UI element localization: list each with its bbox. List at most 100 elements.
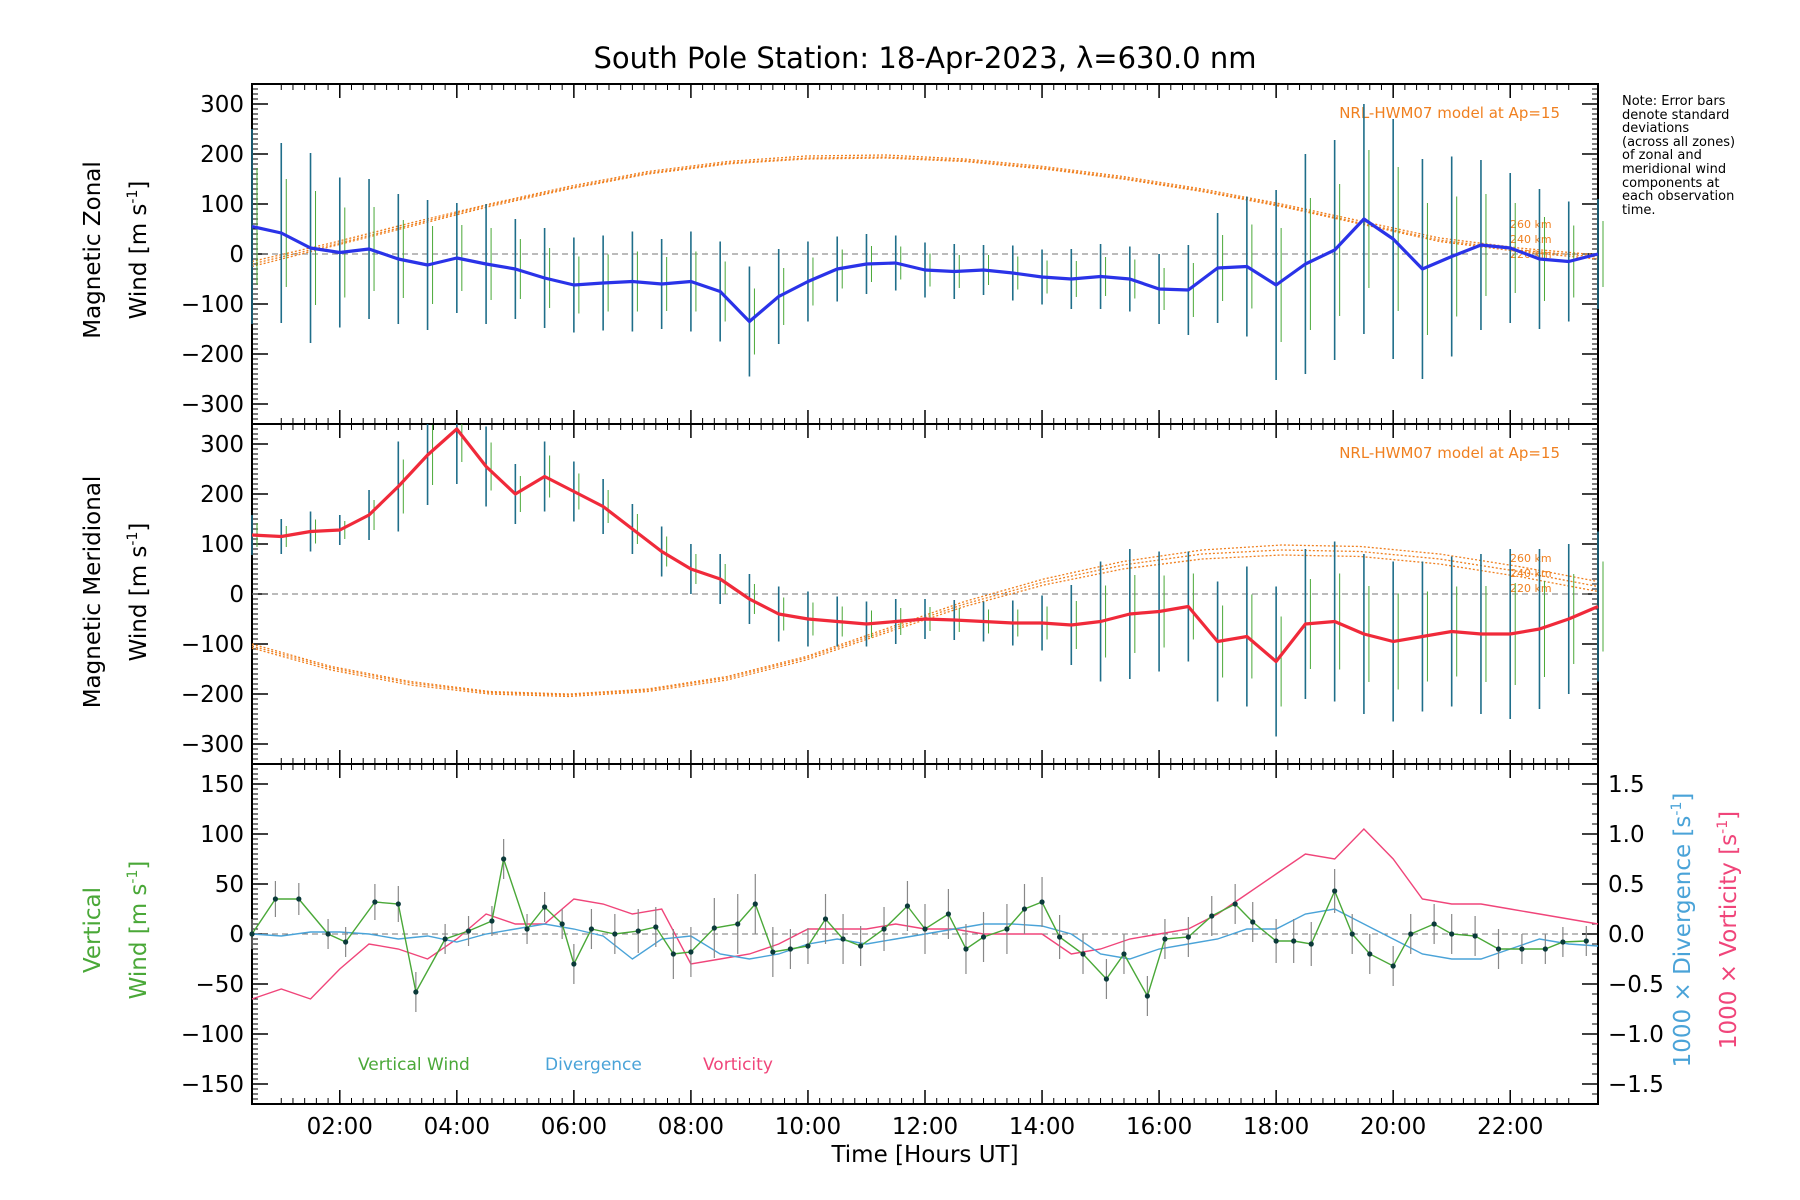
vertical-wind-point xyxy=(588,926,595,932)
vertical-wind-point xyxy=(1542,946,1548,952)
x-tick-labels: 02:00 04:00 06:00 08:00 10:00 12:00 14:00 16:00… xyxy=(307,1114,1544,1140)
meridional-ytick-label: 300 xyxy=(200,432,244,458)
vertical-wind-point xyxy=(1250,919,1256,925)
vertical-wind-point xyxy=(1021,906,1028,912)
note-line: denote standard xyxy=(1622,107,1730,123)
vertical-wind-point xyxy=(1144,993,1150,999)
zonal-ylabel-2: Wind [m s-1] xyxy=(125,181,152,320)
vertical-wind-point xyxy=(489,918,495,924)
right-ytick-label: −0.5 xyxy=(1608,972,1664,998)
vertical-wind-point xyxy=(822,916,829,922)
vertical-wind-point xyxy=(296,896,302,902)
vertical-wind-point xyxy=(1583,938,1589,944)
x-tick-label: 14:00 xyxy=(1009,1114,1075,1140)
divergence-axis-label: 1000 × Divergence [s-1] xyxy=(1669,793,1696,1068)
vertical-ytick-label: −50 xyxy=(195,972,244,998)
vertical-wind-point xyxy=(1495,946,1502,952)
vertical-ylabel-2: Wind [m s-1] xyxy=(125,861,152,1000)
meridional-ytick-label: −100 xyxy=(181,632,244,658)
vertical-wind-point xyxy=(1232,901,1238,907)
meridional-ytick-label: 0 xyxy=(229,582,244,608)
vertical-wind-point xyxy=(1291,938,1297,944)
vertical-wind-point xyxy=(372,899,378,905)
vertical-wind-point xyxy=(343,939,349,945)
panel-zonal: Magnetic Zonal Wind [m s-1] NRL-HWM07 mo… xyxy=(80,83,1604,425)
vertical-wind-point xyxy=(653,924,659,930)
vertical-wind-point xyxy=(1390,963,1396,969)
note-line: components at xyxy=(1622,175,1720,191)
vertical-wind-point xyxy=(945,911,952,917)
vertical-wind-point xyxy=(272,896,279,902)
legend-divergence: Divergence xyxy=(545,1055,642,1075)
vertical-wind-point xyxy=(670,951,676,957)
x-tick-label: 16:00 xyxy=(1126,1114,1192,1140)
zonal-model-height-240: 240 km xyxy=(1510,233,1552,246)
zonal-ytick-label: −100 xyxy=(181,292,244,318)
vertical-wind-point xyxy=(1472,933,1478,939)
x-tick-label: 08:00 xyxy=(658,1114,724,1140)
zonal-ytick-label: 0 xyxy=(229,242,244,268)
vertical-wind-point xyxy=(980,934,987,940)
vertical-wind-point xyxy=(325,931,331,937)
legend-vorticity: Vorticity xyxy=(703,1055,773,1075)
vertical-wind-point xyxy=(1103,976,1110,982)
zonal-ytick-label: 100 xyxy=(200,192,244,218)
vertical-wind-line xyxy=(251,856,1587,998)
x-tick-label: 20:00 xyxy=(1360,1114,1426,1140)
x-tick-label: 12:00 xyxy=(892,1114,958,1140)
vertical-ytick-label: 50 xyxy=(215,872,244,898)
right-ytick-label: 0.5 xyxy=(1608,872,1645,898)
note-line: each observation xyxy=(1622,189,1735,205)
x-tick-label: 10:00 xyxy=(775,1114,841,1140)
vertical-wind-point xyxy=(1273,938,1279,944)
vertical-wind-point xyxy=(770,949,776,955)
vertical-wind-point xyxy=(805,943,811,949)
panel-meridional: Magnetic Meridional Wind [m s-1] NRL-HWM… xyxy=(80,423,1604,765)
vertical-wind-point xyxy=(249,931,255,937)
x-tick-label: 04:00 xyxy=(424,1114,490,1140)
vertical-wind-point xyxy=(1057,934,1063,940)
vertical-wind-point xyxy=(413,989,419,995)
vertical-wind-point xyxy=(635,928,641,934)
x-axis-label: Time [Hours UT] xyxy=(830,1142,1018,1168)
vertical-wind-point xyxy=(1449,931,1455,937)
vertical-wind-point xyxy=(1367,951,1373,957)
meridional-model-label: NRL-HWM07 model at Ap=15 xyxy=(1339,444,1560,462)
meridional-ytick-label: 200 xyxy=(200,482,244,508)
legend-vertical-wind: Vertical Wind xyxy=(358,1055,470,1075)
note-line: deviations xyxy=(1622,121,1690,137)
x-tick-label: 22:00 xyxy=(1477,1114,1543,1140)
x-tick-label: 02:00 xyxy=(307,1114,373,1140)
zonal-model-height-260: 260 km xyxy=(1510,218,1552,231)
note-line: time. xyxy=(1622,202,1656,218)
vertical-wind-point xyxy=(1162,936,1168,942)
vertical-wind-point xyxy=(395,901,401,907)
panel-vertical: Vertical Wind [m s-1] 1000 × Divergence … xyxy=(80,763,1742,1105)
vertical-wind-point xyxy=(688,949,694,955)
vertical-wind-point xyxy=(1308,941,1314,947)
zonal-ytick-label: 300 xyxy=(200,92,244,118)
vertical-wind-point xyxy=(787,946,794,952)
vertical-wind-point xyxy=(1560,939,1566,945)
vertical-wind-point xyxy=(735,921,741,927)
vertical-wind-point xyxy=(571,961,577,967)
vertical-wind-point xyxy=(1431,921,1437,927)
vertical-wind-point xyxy=(542,904,548,910)
vertical-wind-point xyxy=(1185,934,1191,940)
vertical-ytick-label: 150 xyxy=(200,772,244,798)
meridional-model-height-220: 220 km xyxy=(1510,582,1552,595)
x-tick-label: 06:00 xyxy=(541,1114,607,1140)
meridional-wind-line xyxy=(251,427,1599,664)
meridional-ytick-label: −300 xyxy=(181,732,244,758)
zonal-model-curve-240km xyxy=(251,156,1599,265)
vertical-wind-point xyxy=(840,936,846,942)
vertical-wind-point xyxy=(1349,931,1355,937)
zonal-model-curve-220km xyxy=(251,154,1599,263)
right-ytick-label: 1.5 xyxy=(1608,772,1645,798)
vertical-wind-point xyxy=(1039,899,1045,905)
vertical-ytick-label: −100 xyxy=(181,1022,244,1048)
zonal-ytick-label: −200 xyxy=(181,342,244,368)
meridional-model-height-260: 260 km xyxy=(1510,552,1552,565)
vertical-wind-point xyxy=(881,926,887,932)
